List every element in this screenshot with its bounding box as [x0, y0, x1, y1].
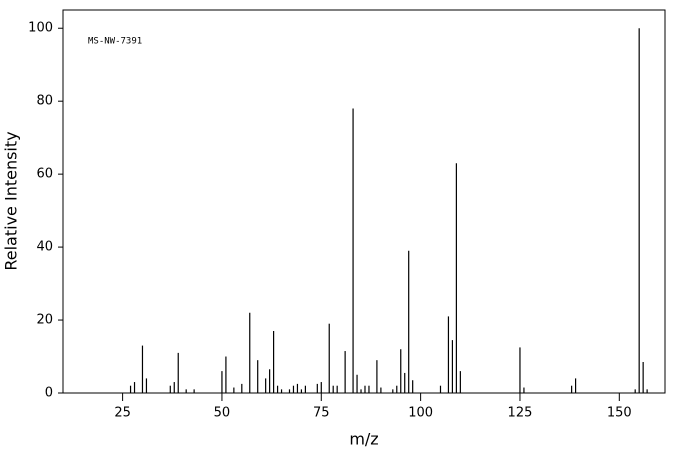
y-tick-label: 60 [36, 167, 53, 182]
y-axis-title: Relative Intensity [2, 131, 21, 270]
y-tick-label: 0 [45, 386, 53, 401]
y-tick-label: 40 [36, 240, 53, 255]
x-axis-title: m/z [349, 430, 378, 449]
y-tick-label: 100 [28, 21, 53, 36]
plot-frame [62, 9, 666, 394]
y-tick-label: 80 [36, 94, 53, 109]
x-tick-label: 100 [408, 406, 433, 421]
annotation: MS-NW-7391 [88, 37, 142, 47]
x-tick-label: 75 [313, 406, 330, 421]
y-tick-label: 20 [36, 313, 53, 328]
x-tick-label: 25 [114, 406, 131, 421]
x-tick-label: 125 [508, 406, 533, 421]
x-tick-label: 150 [607, 406, 632, 421]
x-tick-label: 50 [214, 406, 231, 421]
